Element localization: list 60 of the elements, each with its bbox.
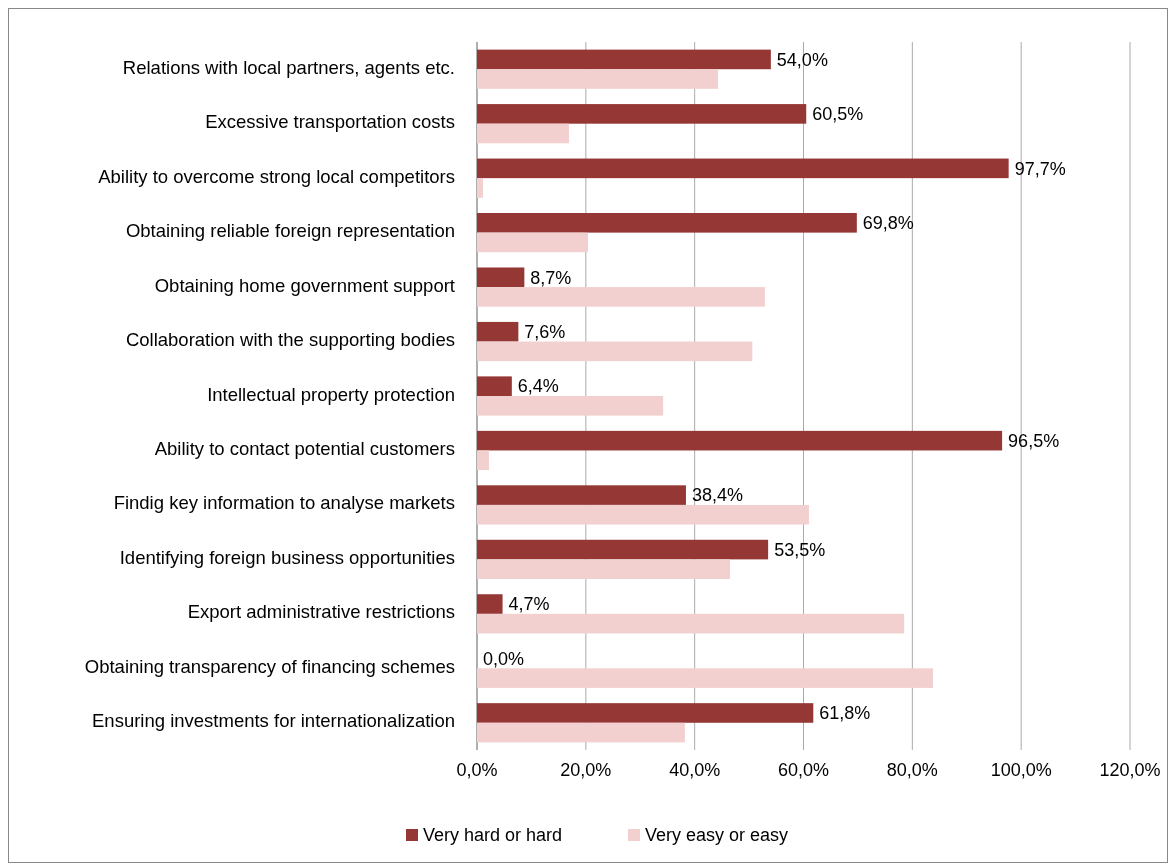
bar [477,539,769,560]
bar [477,504,809,525]
x-tick-label: 0,0% [456,760,498,780]
data-label: 54,0% [776,49,828,70]
bar [477,341,753,362]
data-label: 0,0% [483,648,525,669]
bar [477,668,934,688]
bar [477,485,686,505]
data-label: 60,5% [812,104,864,125]
y-tick-label: Intellectual property protection [207,383,455,405]
bar [477,49,771,70]
bar [477,158,1009,179]
data-label: 7,6% [524,322,566,343]
x-tick-label: 20,0% [560,760,612,780]
bar [477,123,569,144]
y-tick-label: Obtaining transparency of financing schemes [84,655,455,677]
data-label: 69,8% [862,213,914,234]
bar [477,376,512,396]
bar [477,321,519,342]
x-tick-label: 100,0% [990,760,1052,780]
y-tick-label: Excessive transportation costs [205,111,455,133]
data-label: 38,4% [691,485,744,506]
bar [477,178,483,198]
y-tick-label: Findig key information to analyse markets [113,492,455,514]
y-tick-label: Ensuring investments for internationalization [92,710,455,732]
bar [477,722,685,743]
legend-label: Very hard or hard [423,825,563,846]
bar [477,559,731,579]
y-tick-label: Ability to contact potential customers [154,437,455,459]
data-label: 96,5% [1008,430,1060,451]
bar [477,232,589,253]
x-tick-label: 60,0% [777,760,830,780]
bar [477,450,489,471]
data-label: 4,7% [508,594,550,615]
y-tick-label: Obtaining reliable foreign representation [125,220,455,242]
bar [477,396,664,416]
x-tick-label: 40,0% [669,760,721,780]
data-label: 53,5% [774,539,826,560]
bar [477,703,814,723]
data-label: 6,4% [517,376,559,397]
data-label: 61,8% [819,703,871,724]
bar [477,267,525,288]
bar [477,69,719,89]
y-tick-label: Collaboration with the supporting bodies [125,329,455,351]
data-label: 8,7% [530,267,572,288]
y-tick-label: Relations with local partners, agents etc. [122,56,455,78]
x-tick-label: 80,0% [886,760,938,780]
bar [477,213,857,233]
legend-label: Very easy or easy [645,825,789,846]
bar [477,104,807,124]
bar [477,287,765,307]
bar [477,430,1003,451]
y-tick-label: Export administrative restrictions [187,601,455,623]
x-tick-label: 120,0% [1099,760,1161,780]
y-tick-label: Obtaining home government support [154,274,455,296]
bar [477,594,503,614]
y-tick-label: Ability to overcome strong local competitors [98,165,455,187]
bar [477,613,905,634]
y-tick-label: Identifying foreign business opportunities [119,546,455,568]
data-label: 97,7% [1014,158,1066,179]
